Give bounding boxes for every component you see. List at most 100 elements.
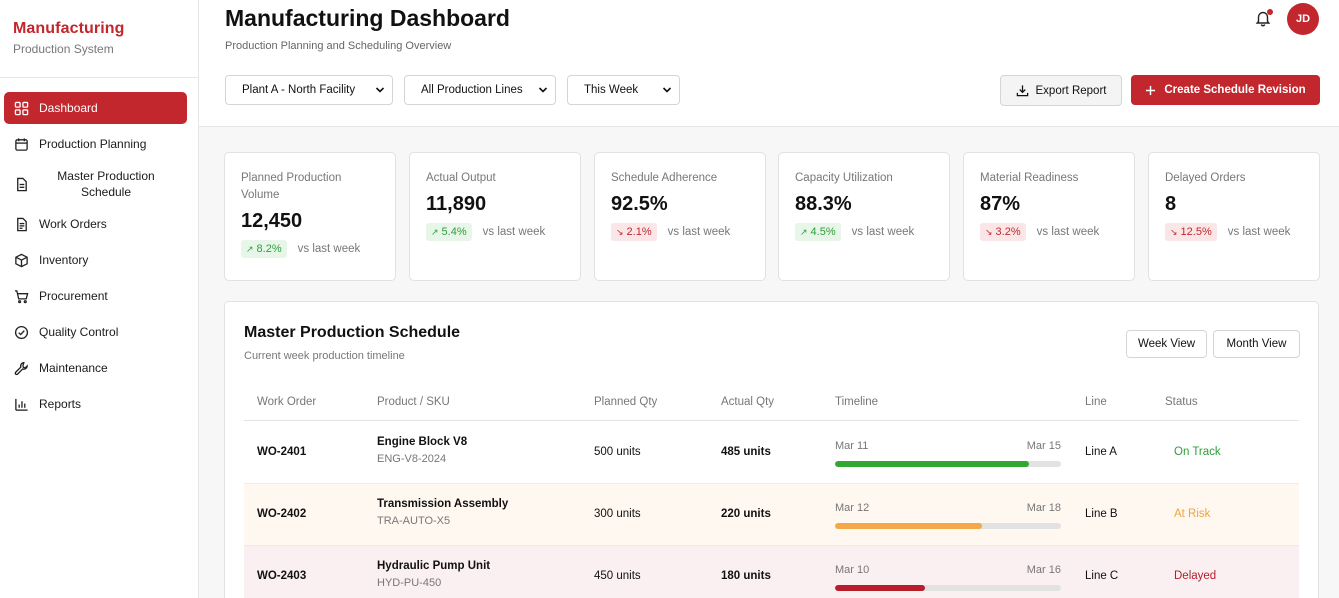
production-line: Line A xyxy=(1085,446,1117,458)
sidebar-item-label: Quality Control xyxy=(39,325,119,339)
kpi-delta: ↘ 12.5% vs last week xyxy=(1165,223,1303,241)
cart-icon xyxy=(13,288,29,304)
kpi-value: 8 xyxy=(1165,193,1177,215)
document-icon xyxy=(13,176,29,192)
month-view-button[interactable]: Month View xyxy=(1213,330,1300,358)
actual-qty: 485 units xyxy=(721,446,771,458)
kpi-label: Material Readiness xyxy=(980,172,1079,184)
sidebar-item-work-orders[interactable]: Work Orders xyxy=(4,208,187,240)
timeline-start: Mar 11 xyxy=(835,440,869,452)
trend-down-icon: ↘ xyxy=(616,226,624,237)
export-report-label: Export Report xyxy=(1035,84,1107,97)
column-header: Planned Qty xyxy=(594,396,658,408)
planned-qty: 450 units xyxy=(594,570,641,582)
timeline-dates: Mar 11 Mar 15 xyxy=(835,440,1061,452)
column-header: Status xyxy=(1165,396,1198,408)
sidebar-item-quality-control[interactable]: Quality Control xyxy=(4,316,187,348)
export-report-button[interactable]: Export Report xyxy=(1000,75,1122,106)
download-icon xyxy=(1016,85,1028,97)
master-production-schedule-panel: Master Production Schedule Current week … xyxy=(224,301,1319,598)
table-row[interactable]: WO-2402 Transmission Assembly TRA-AUTO-X… xyxy=(244,484,1299,546)
main-content: Manufacturing Dashboard Production Plann… xyxy=(199,0,1339,598)
avatar[interactable]: JD xyxy=(1287,3,1319,35)
timeline-progress-bar xyxy=(835,461,1061,467)
timeline-end: Mar 15 xyxy=(1026,440,1061,452)
trend-value: 12.5% xyxy=(1180,226,1212,238)
column-header: Timeline xyxy=(835,396,879,408)
kpi-value: 12,450 xyxy=(241,210,303,232)
trend-badge: ↗ 4.5% xyxy=(795,223,841,241)
status-label: At Risk xyxy=(1174,508,1211,520)
kpi-compare: vs last week xyxy=(297,243,361,255)
trend-value: 5.4% xyxy=(441,226,467,238)
trend-value: 4.5% xyxy=(810,226,836,238)
timeline-dates: Mar 10 Mar 16 xyxy=(835,564,1061,576)
schedule-title: Master Production Schedule xyxy=(244,324,461,341)
page-header: Manufacturing Dashboard Production Plann… xyxy=(199,0,1339,127)
timeline-progress-fill xyxy=(835,523,982,529)
clipboard-icon xyxy=(13,216,29,232)
sidebar-item-label: Dashboard xyxy=(39,101,98,115)
bar-chart-icon xyxy=(13,396,29,412)
kpi-label: Schedule Adherence xyxy=(611,172,718,184)
line-select[interactable]: All Production Lines xyxy=(404,75,556,105)
timeline-end: Mar 18 xyxy=(1026,502,1061,514)
kpi-card-delayed-orders: Delayed Orders 8 ↘ 12.5% vs last week xyxy=(1148,152,1320,281)
production-line: Line C xyxy=(1085,570,1119,582)
sidebar-item-reports[interactable]: Reports xyxy=(4,388,187,420)
box-icon xyxy=(13,252,29,268)
kpi-card-planned-production-volume: Planned Production Volume 12,450 ↗ 8.2% v… xyxy=(224,152,396,281)
bell-icon[interactable] xyxy=(1254,9,1272,27)
status-label: On Track xyxy=(1174,446,1221,458)
sidebar-item-label: Inventory xyxy=(39,253,89,267)
trend-badge: ↘ 2.1% xyxy=(611,223,657,241)
page-title: Manufacturing Dashboard xyxy=(225,5,510,31)
kpi-value: 88.3% xyxy=(795,193,852,215)
table-row[interactable]: WO-2401 Engine Block V8 ENG-V8-2024 500 … xyxy=(244,422,1299,484)
trend-value: 3.2% xyxy=(995,226,1021,238)
kpi-delta: ↗ 8.2% vs last week xyxy=(241,240,379,258)
sidebar-item-master-production-schedule[interactable]: Master Production Schedule xyxy=(4,164,187,204)
chevron-down-icon xyxy=(662,87,672,93)
sidebar-item-inventory[interactable]: Inventory xyxy=(4,244,187,276)
sidebar-item-procurement[interactable]: Procurement xyxy=(4,280,187,312)
trend-value: 2.1% xyxy=(626,226,652,238)
kpi-value: 87% xyxy=(980,193,1021,215)
line-select-value: All Production Lines xyxy=(421,84,523,96)
brand-subtitle: Production System xyxy=(13,42,114,56)
sidebar-item-maintenance[interactable]: Maintenance xyxy=(4,352,187,384)
kpi-label: Delayed Orders xyxy=(1165,172,1246,184)
kpi-compare: vs last week xyxy=(482,226,546,238)
week-view-button[interactable]: Week View xyxy=(1126,330,1207,358)
sidebar-item-label: Maintenance xyxy=(39,361,108,375)
kpi-compare: vs last week xyxy=(667,226,731,238)
period-select-value: This Week xyxy=(584,84,639,96)
kpi-card-material-readiness: Material Readiness 87% ↘ 3.2% vs last wee… xyxy=(963,152,1135,281)
plus-icon xyxy=(1146,85,1156,95)
trend-up-icon: ↗ xyxy=(246,243,254,254)
kpi-card-actual-output: Actual Output 11,890 ↗ 5.4% vs last week xyxy=(409,152,581,281)
product-name: Hydraulic Pump Unit xyxy=(377,560,491,572)
chevron-down-icon xyxy=(375,87,385,93)
table-row[interactable]: WO-2403 Hydraulic Pump Unit HYD-PU-450 4… xyxy=(244,546,1299,598)
trend-badge: ↗ 8.2% xyxy=(241,240,287,258)
kpi-delta: ↘ 3.2% vs last week xyxy=(980,223,1118,241)
create-schedule-revision-button[interactable]: Create Schedule Revision xyxy=(1131,75,1320,105)
column-header: Work Order xyxy=(257,396,317,408)
wrench-icon xyxy=(13,360,29,376)
plant-select[interactable]: Plant A - North Facility xyxy=(225,75,393,105)
create-schedule-revision-label: Create Schedule Revision xyxy=(1164,84,1306,96)
period-select[interactable]: This Week xyxy=(567,75,680,105)
sidebar-item-label: Reports xyxy=(39,397,82,411)
kpi-label: Planned Production Volume xyxy=(241,172,342,201)
calendar-icon xyxy=(13,136,29,152)
sidebar-item-label: Production Planning xyxy=(39,137,147,151)
sidebar-item-dashboard[interactable]: Dashboard xyxy=(4,92,187,124)
timeline-start: Mar 10 xyxy=(835,564,870,576)
sidebar-item-production-planning[interactable]: Production Planning xyxy=(4,128,187,160)
timeline-progress-fill xyxy=(835,461,1030,467)
timeline-progress-bar xyxy=(835,585,1061,591)
kpi-label: Actual Output xyxy=(426,172,496,184)
kpi-compare: vs last week xyxy=(1227,226,1291,238)
product-name: Transmission Assembly xyxy=(377,498,509,510)
